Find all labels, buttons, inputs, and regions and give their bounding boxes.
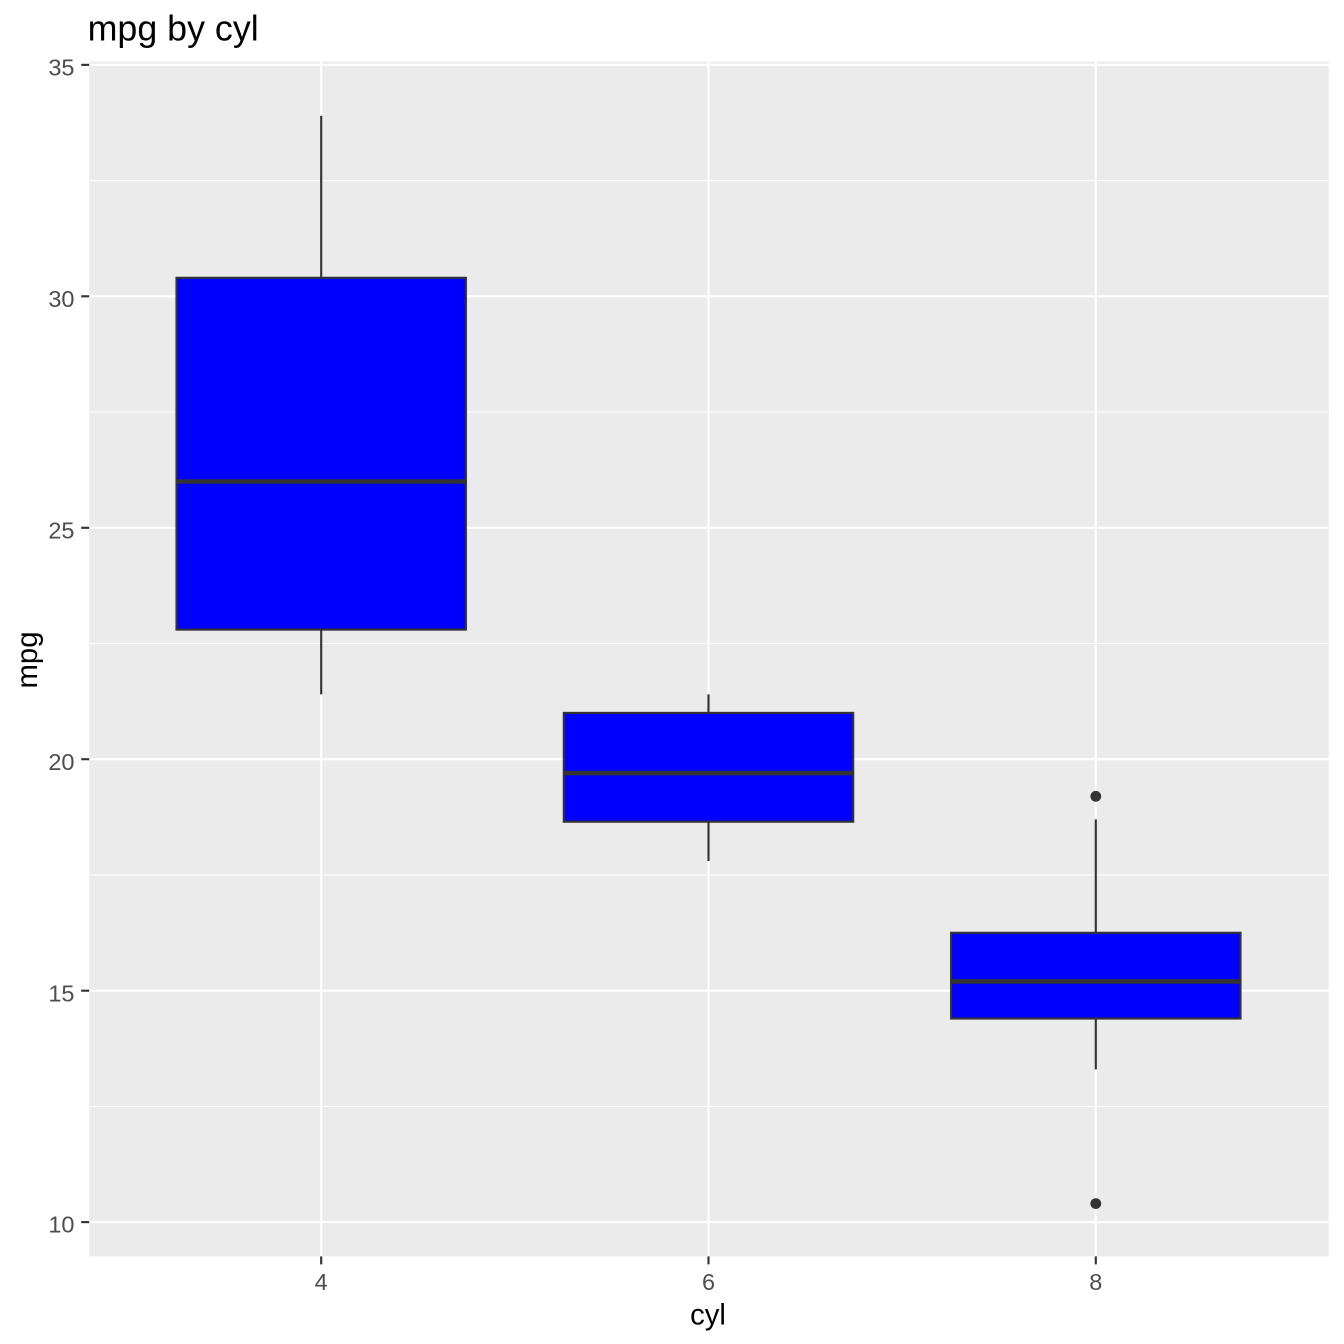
svg-text:mpg: mpg [11,632,44,689]
svg-text:6: 6 [702,1269,715,1295]
svg-text:mpg by cyl: mpg by cyl [88,8,259,48]
svg-text:4: 4 [315,1269,328,1295]
svg-text:10: 10 [48,1212,74,1238]
svg-text:cyl: cyl [690,1299,726,1332]
svg-text:8: 8 [1089,1269,1102,1295]
svg-text:15: 15 [48,980,74,1006]
svg-text:30: 30 [48,286,74,312]
svg-text:35: 35 [48,54,74,80]
svg-text:25: 25 [48,517,74,543]
svg-text:20: 20 [48,749,74,775]
